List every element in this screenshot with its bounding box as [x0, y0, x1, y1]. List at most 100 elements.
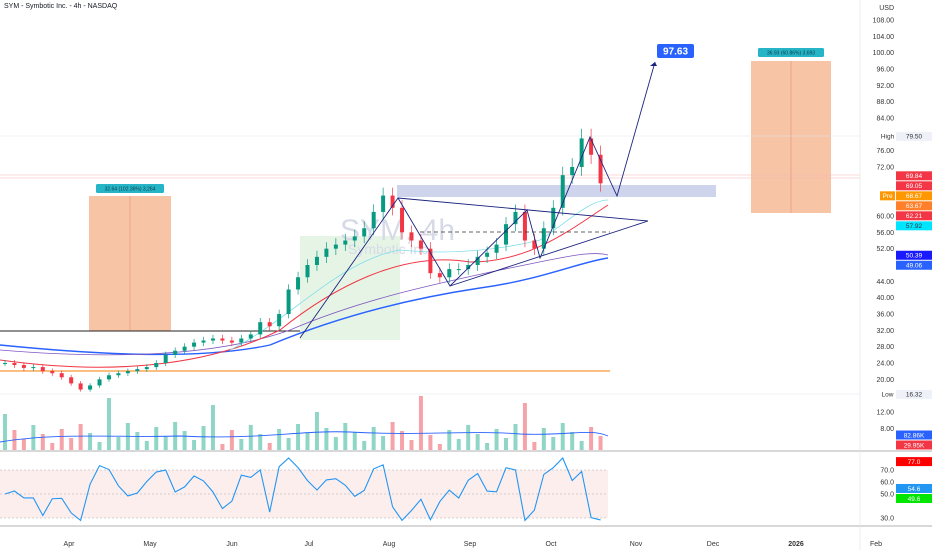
candle [466, 265, 471, 270]
candle [579, 138, 584, 167]
price-tag [896, 171, 932, 181]
rsi-tag-text: 49.6 [908, 496, 921, 503]
low-tag-text: 16.32 [906, 392, 923, 399]
volume-bar [570, 432, 575, 450]
volume-bar [3, 414, 7, 450]
candle [598, 154, 603, 184]
candle [418, 240, 423, 249]
volume-bar [400, 431, 405, 450]
volume-bar [485, 443, 490, 450]
volume-bar [210, 405, 215, 450]
svg-text:36.93 (60.86%) 3,693: 36.93 (60.86%) 3,693 [767, 51, 815, 57]
candle [570, 167, 575, 176]
x-tick-label: Jul [305, 541, 314, 548]
candle [78, 383, 83, 390]
svg-text:32.64 (102.36%) 3,264: 32.64 (102.36%) 3,264 [105, 187, 156, 193]
y-tick-label: 44.00 [876, 279, 894, 286]
candle [144, 367, 149, 370]
x-tick-label: Nov [630, 541, 643, 548]
volume-bar [409, 440, 414, 450]
volume-tag-text: 82.86K [904, 432, 925, 439]
candle [475, 256, 480, 265]
volume-bar [163, 436, 168, 450]
pre-label: Pre [882, 193, 893, 200]
price-tag [896, 221, 932, 231]
candle [456, 269, 461, 271]
candle [31, 367, 36, 369]
target-label: 97.63 [657, 44, 694, 58]
candle [296, 277, 301, 290]
rsi-tag-text: 54.6 [908, 486, 921, 493]
y-tick-label: 36.00 [876, 312, 894, 319]
candle [381, 195, 386, 212]
volume-bar [248, 425, 253, 450]
x-tick-label: Sep [464, 541, 477, 548]
volume-bar [456, 439, 461, 450]
volume-bar [144, 441, 149, 450]
y-tick-label: 32.00 [876, 328, 894, 335]
candle [40, 367, 45, 372]
volume-bar [50, 443, 55, 450]
y-tick-label: 76.00 [876, 148, 894, 155]
volume-bar [447, 430, 452, 450]
candle [494, 244, 499, 253]
candle [324, 248, 329, 257]
volume-bar [589, 427, 594, 450]
volume-bar [418, 396, 423, 450]
volume-bar [97, 442, 102, 450]
volume-bar [21, 439, 26, 450]
candle [59, 373, 64, 378]
pattern-drawing[interactable] [299, 61, 656, 339]
candle [437, 273, 442, 278]
volume-bar [78, 424, 83, 450]
price-tag [896, 250, 932, 260]
candle [589, 138, 594, 155]
volume-bar [154, 427, 159, 450]
candle [50, 371, 55, 374]
candle [267, 322, 272, 327]
volume-bar [522, 403, 527, 450]
rsi-line [4, 457, 601, 522]
volume-bar [277, 429, 282, 450]
pre-tag [896, 191, 932, 201]
rsi-tick-label: 70.0 [880, 468, 894, 475]
y-tick-label: 40.00 [876, 295, 894, 302]
candle [532, 240, 537, 249]
volume-bar [192, 440, 197, 450]
volume-bar [40, 434, 45, 450]
volume-bar [314, 412, 319, 450]
price-tag [896, 201, 932, 211]
candle [12, 363, 17, 366]
price-tag [896, 260, 932, 270]
volume-bar [106, 398, 111, 450]
y-tick-label: 60.00 [876, 214, 894, 221]
candle [220, 338, 225, 341]
candle [116, 373, 121, 376]
candle [192, 342, 197, 347]
y-tick-label: 28.00 [876, 344, 894, 351]
rsi-tick-label: 60.0 [880, 480, 894, 487]
x-tick-label: May [143, 541, 157, 548]
volume-bar [305, 433, 310, 450]
candle [504, 224, 509, 245]
volume-bar [428, 435, 433, 450]
y-tick-label: 20.00 [876, 377, 894, 384]
price-tag-text: 49.06 [906, 263, 923, 270]
svg-text:97.63: 97.63 [663, 47, 688, 58]
volume-tag-text: 29.95K [904, 442, 925, 449]
candle [390, 195, 395, 208]
volume-bar [286, 438, 291, 450]
high-tag [896, 131, 932, 141]
volume-bar [201, 426, 206, 450]
volume-bar [352, 432, 357, 450]
y-tick-label: 52.00 [876, 246, 894, 253]
candle [201, 340, 206, 343]
volume-bar [239, 439, 244, 450]
low-label: Low [882, 392, 894, 399]
pre-tag-text: 68.67 [906, 193, 923, 200]
candle [400, 207, 405, 233]
volume-bar [135, 432, 140, 450]
price-tag-text: 63.67 [906, 203, 923, 210]
rsi-tick-label: 30.0 [880, 516, 894, 523]
